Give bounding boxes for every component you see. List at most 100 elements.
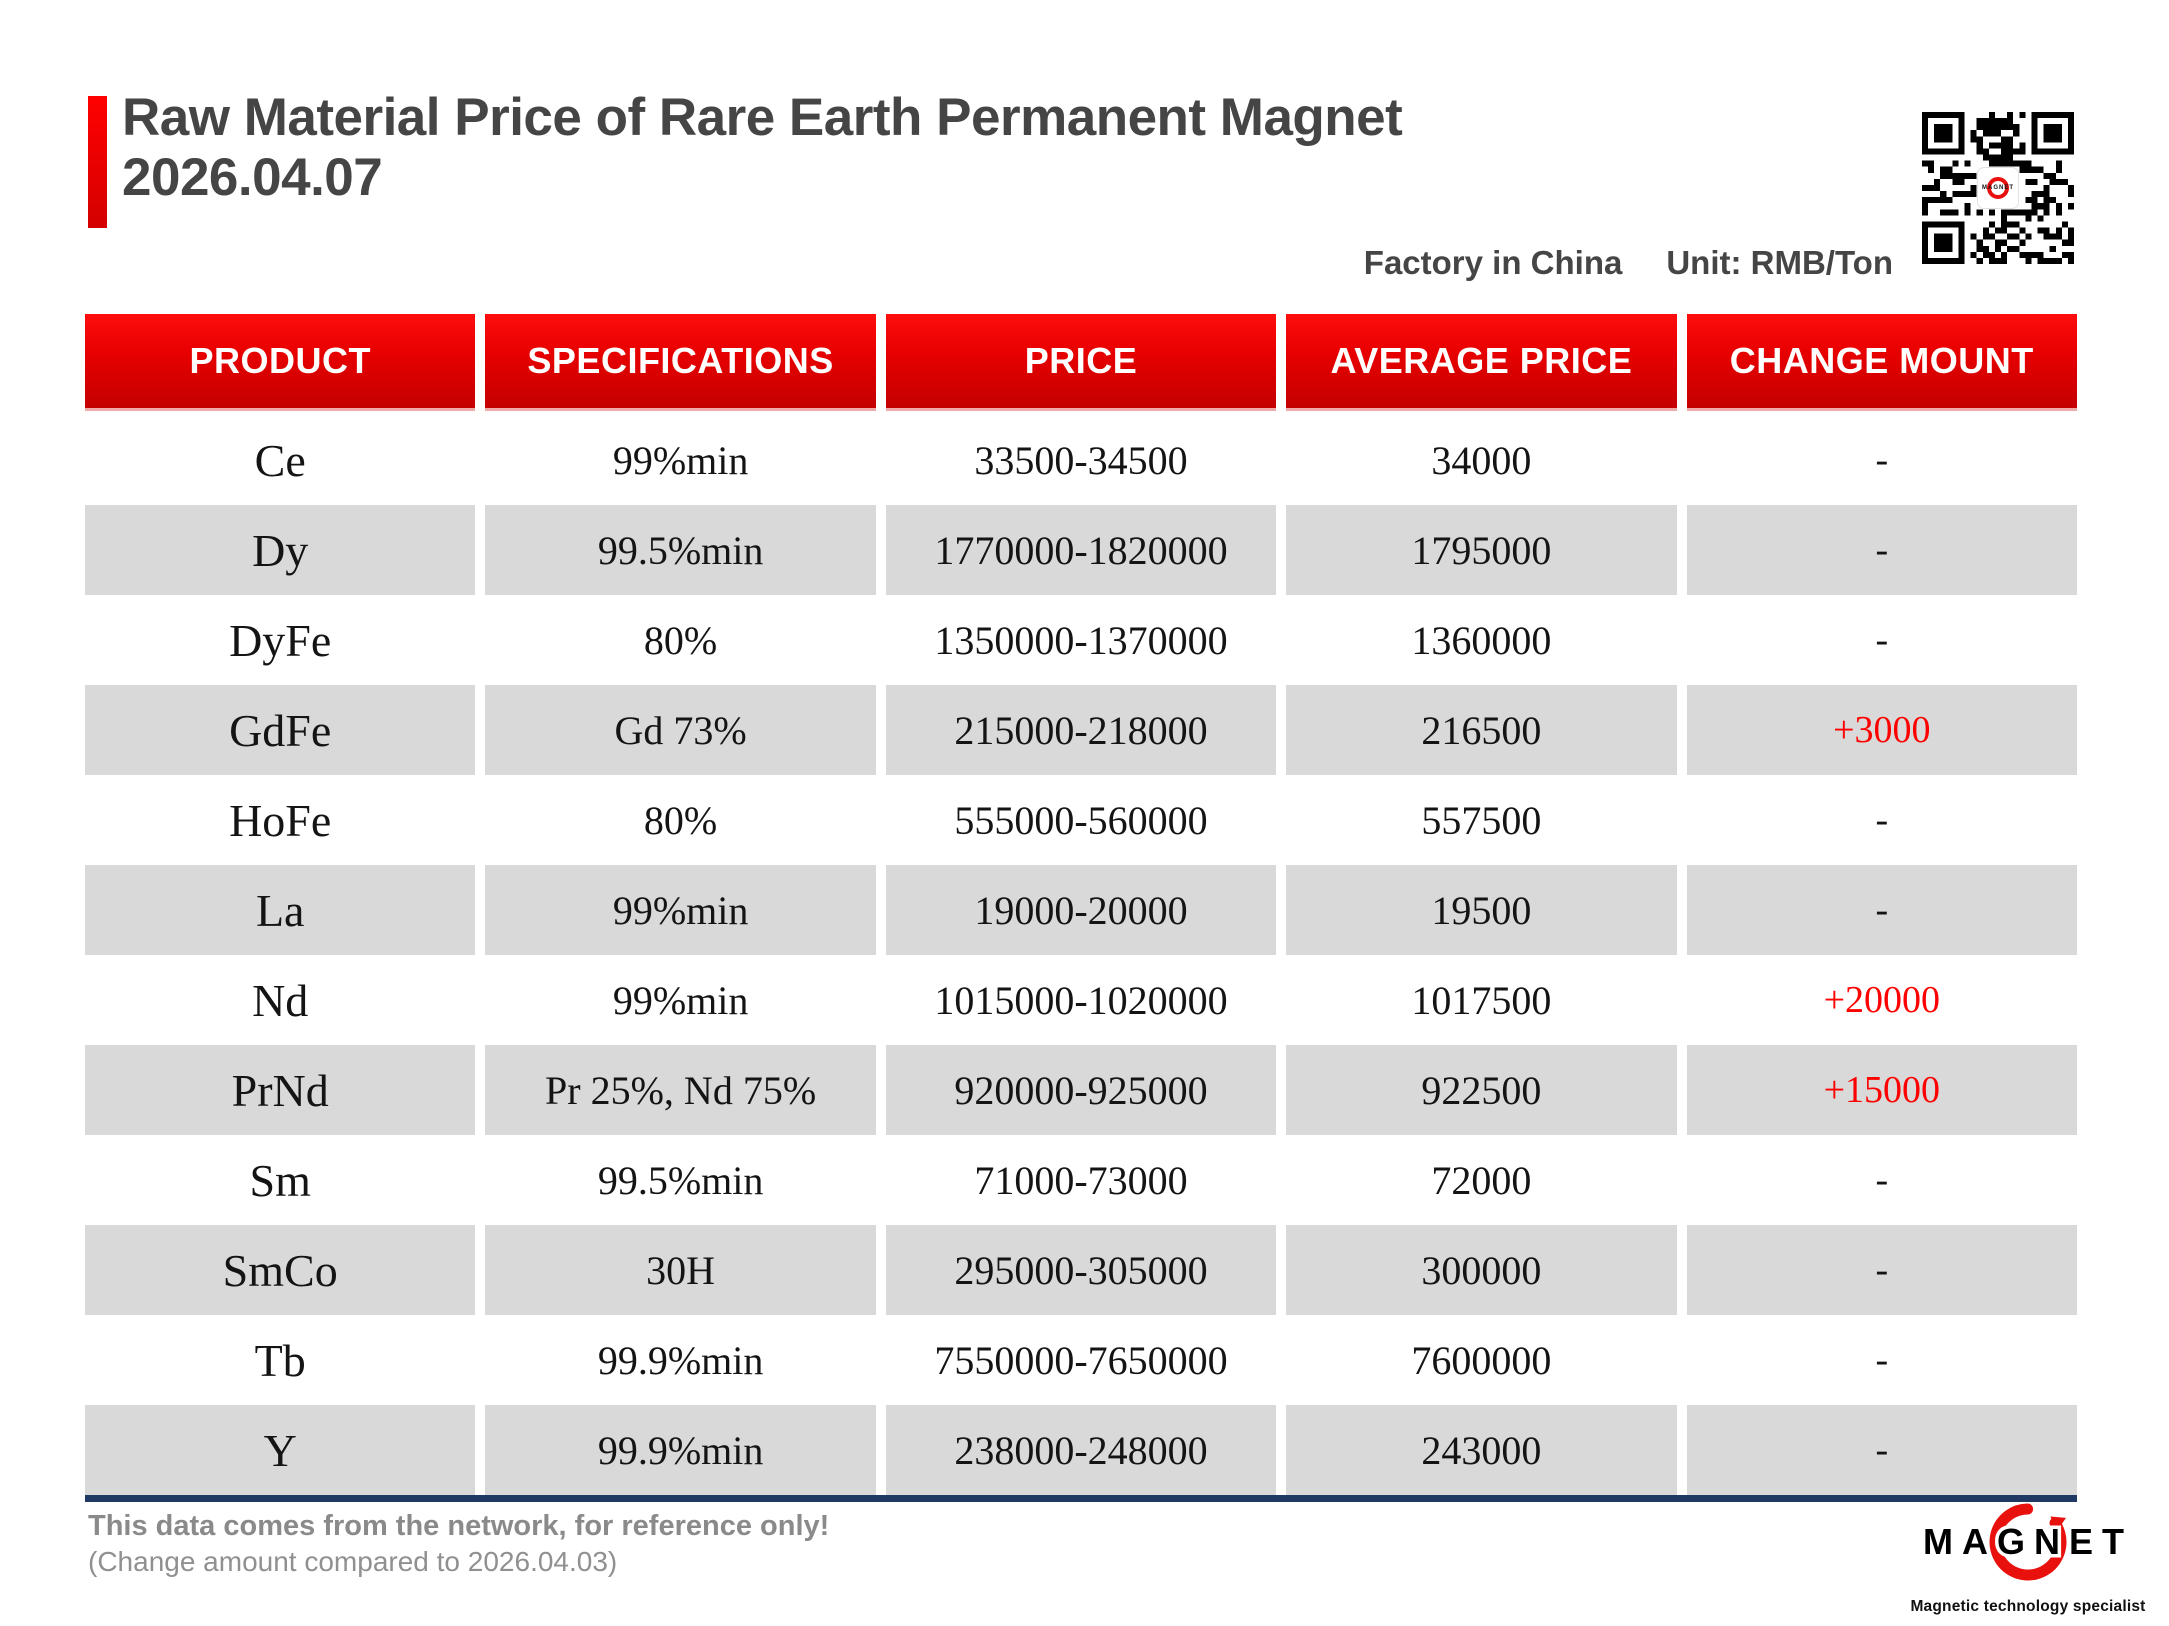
specifications-cell: 80%	[643, 617, 718, 663]
average-price-cell: 557500	[1421, 797, 1542, 843]
price-cell: 71000-73000	[974, 1157, 1188, 1203]
change-mount-cell: -	[1875, 799, 1889, 841]
column-header-price: PRICE	[885, 314, 1277, 411]
table-body: Ce 99%min 33500-34500 34000 - Dy 99.5%mi…	[85, 415, 2077, 1495]
specifications-cell: 99.9%min	[597, 1337, 764, 1383]
disclaimer-line1: This data comes from the network, for re…	[88, 1510, 830, 1542]
product-cell: Dy	[85, 505, 476, 595]
disclaimer-line2: (Change amount compared to 2026.04.03)	[88, 1546, 618, 1578]
average-price-cell: 922500	[1286, 1045, 1677, 1135]
table-row: PrNd Pr 25%, Nd 75% 920000-925000 922500…	[85, 1045, 2077, 1135]
specifications-cell: 99%min	[612, 977, 749, 1023]
price-cell: 33500-34500	[974, 437, 1188, 483]
title-line1: Raw Material Price of Rare Earth Permane…	[122, 88, 1403, 147]
product-cell: SmCo	[85, 1225, 476, 1315]
product-cell: DyFe	[229, 614, 332, 666]
price-cell: 1015000-1020000	[934, 977, 1228, 1023]
change-mount-cell: -	[1686, 865, 2077, 955]
change-mount-cell: -	[1686, 1225, 2077, 1315]
product-cell: La	[85, 865, 476, 955]
change-mount-cell: -	[1686, 1405, 2077, 1495]
change-mount-cell: +20000	[1823, 979, 1940, 1021]
product-cell: HoFe	[229, 794, 332, 846]
average-price-cell: 300000	[1286, 1225, 1677, 1315]
page-title: Raw Material Price of Rare Earth Permane…	[122, 88, 1403, 209]
change-mount-cell: -	[1875, 439, 1889, 481]
table-row: La 99%min 19000-20000 19500 -	[85, 865, 2077, 955]
specifications-cell: Gd 73%	[485, 685, 876, 775]
title-date: 2026.04.07	[122, 148, 383, 208]
magnet-logo-text: MAGNET	[1923, 1521, 2133, 1562]
specifications-cell: 80%	[643, 797, 718, 843]
average-price-cell: 34000	[1431, 437, 1532, 483]
product-cell: GdFe	[85, 685, 476, 775]
change-mount-cell: -	[1875, 1339, 1889, 1381]
average-price-cell: 1017500	[1411, 977, 1552, 1023]
price-cell: 7550000-7650000	[934, 1337, 1228, 1383]
table-row: Y 99.9%min 238000-248000 243000 -	[85, 1405, 2077, 1495]
factory-label: Factory in China	[1363, 244, 1623, 281]
table-row: DyFe 80% 1350000-1370000 1360000 -	[85, 595, 2077, 685]
average-price-cell: 216500	[1286, 685, 1677, 775]
qr-logo-ring-icon	[1987, 177, 2009, 199]
magnet-logo: MAGNET Magnetic technology specialist	[1898, 1498, 2158, 1616]
specifications-cell: 99.5%min	[485, 505, 876, 595]
product-cell: Sm	[249, 1154, 311, 1206]
price-table: PRODUCT SPECIFICATIONS PRICE AVERAGE PRI…	[85, 314, 2077, 1502]
price-cell: 238000-248000	[885, 1405, 1277, 1495]
price-cell: 19000-20000	[885, 865, 1277, 955]
logo-subtitle: Magnetic technology specialist	[1910, 1598, 2146, 1615]
change-mount-cell: +3000	[1686, 685, 2077, 775]
specifications-cell: 99%min	[485, 865, 876, 955]
product-cell: Y	[85, 1405, 476, 1495]
product-cell: Tb	[254, 1334, 306, 1386]
table-row: HoFe 80% 555000-560000 557500 -	[85, 775, 2077, 865]
price-cell: 1770000-1820000	[885, 505, 1277, 595]
column-header-specifications: SPECIFICATIONS	[485, 314, 876, 411]
table-row: Tb 99.9%min 7550000-7650000 7600000 -	[85, 1315, 2077, 1405]
table-row: Ce 99%min 33500-34500 34000 -	[85, 415, 2077, 505]
specifications-cell: Pr 25%, Nd 75%	[485, 1045, 876, 1135]
change-mount-cell: -	[1875, 1159, 1889, 1201]
table-row: Nd 99%min 1015000-1020000 1017500 +20000	[85, 955, 2077, 1045]
price-cell: 295000-305000	[885, 1225, 1277, 1315]
product-cell: Ce	[254, 434, 306, 486]
average-price-cell: 7600000	[1411, 1337, 1552, 1383]
price-cell: 920000-925000	[885, 1045, 1277, 1135]
column-header-average-price: AVERAGE PRICE	[1286, 314, 1677, 411]
table-row: Dy 99.5%min 1770000-1820000 1795000 -	[85, 505, 2077, 595]
average-price-cell: 1360000	[1411, 617, 1552, 663]
change-mount-cell: -	[1686, 505, 2077, 595]
change-mount-cell: +15000	[1686, 1045, 2077, 1135]
unit-label: Unit: RMB/Ton	[1666, 244, 1893, 281]
price-cell: 1350000-1370000	[934, 617, 1228, 663]
average-price-cell: 19500	[1286, 865, 1677, 955]
table-meta: Factory in China Unit: RMB/Ton	[1364, 244, 1893, 282]
magnet-logo-mark: MAGNET	[1920, 1503, 2133, 1581]
table-header-row: PRODUCT SPECIFICATIONS PRICE AVERAGE PRI…	[85, 314, 2077, 411]
column-header-product: PRODUCT	[85, 314, 476, 411]
qr-pattern	[1922, 112, 2074, 264]
average-price-cell: 1795000	[1286, 505, 1677, 595]
price-cell: 555000-560000	[954, 797, 1208, 843]
specifications-cell: 30H	[485, 1225, 876, 1315]
product-cell: PrNd	[85, 1045, 476, 1135]
change-mount-cell: -	[1875, 619, 1889, 661]
disclaimer: This data comes from the network, for re…	[88, 1508, 829, 1581]
average-price-cell: 72000	[1431, 1157, 1532, 1203]
product-cell: Nd	[252, 974, 309, 1026]
qr-center-logo: MAGNET	[1977, 167, 2019, 209]
qr-code: MAGNET	[1922, 112, 2074, 264]
average-price-cell: 243000	[1286, 1405, 1677, 1495]
qr-logo-text: MAGNET	[1982, 185, 2014, 191]
specifications-cell: 99%min	[612, 437, 749, 483]
specifications-cell: 99.9%min	[485, 1405, 876, 1495]
column-header-change-mount: CHANGE MOUNT	[1686, 314, 2077, 411]
table-row: Sm 99.5%min 71000-73000 72000 -	[85, 1135, 2077, 1225]
price-cell: 215000-218000	[885, 685, 1277, 775]
title-accent-bar	[88, 96, 107, 228]
specifications-cell: 99.5%min	[597, 1157, 764, 1203]
table-row: SmCo 30H 295000-305000 300000 -	[85, 1225, 2077, 1315]
table-row: GdFe Gd 73% 215000-218000 216500 +3000	[85, 685, 2077, 775]
